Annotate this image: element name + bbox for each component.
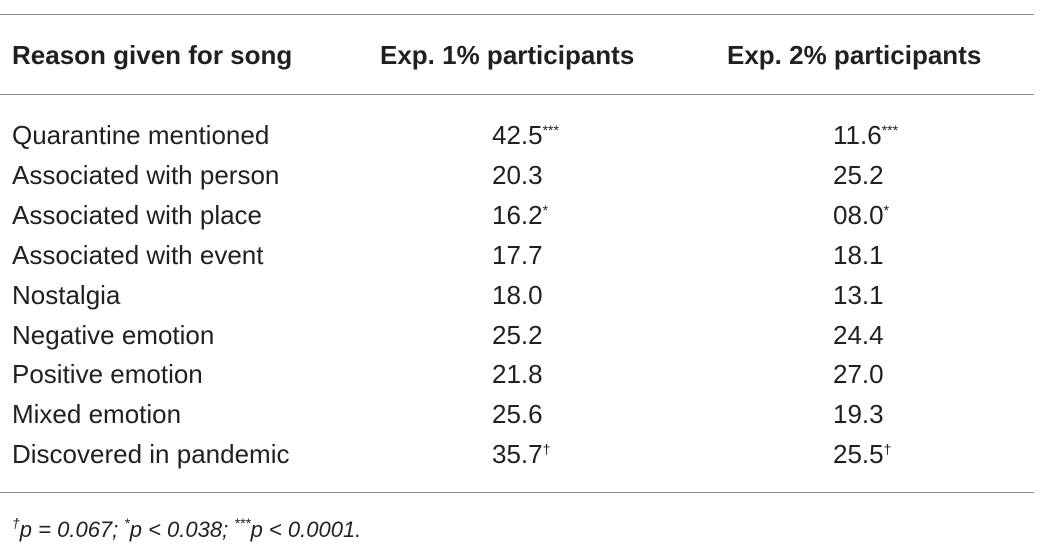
cell-text: 25.6 [492, 399, 543, 430]
footnote-part: †p = 0.067; [12, 515, 119, 542]
cell-text: 16.2 [492, 199, 543, 230]
cell-text: 25.2 [492, 319, 543, 350]
cell-text: Negative emotion [12, 319, 215, 350]
value-cell: 20.3 [492, 160, 543, 190]
bottom-rule [0, 492, 1034, 493]
value-cell: 25.2 [833, 160, 884, 190]
header-rule [0, 94, 1034, 95]
significance-mark: *** [881, 122, 899, 138]
value-cell: 19.3 [833, 399, 884, 429]
cell-text: Associated with person [12, 159, 280, 190]
footnote-part: *p < 0.038; [124, 515, 229, 542]
row-label: Associated with place [12, 200, 262, 230]
cell-text: Mixed emotion [12, 399, 182, 430]
cell-text: Nostalgia [12, 279, 121, 310]
significance-mark: *** [542, 122, 559, 138]
footnote-part: ***p < 0.0001. [234, 515, 362, 542]
row-label: Mixed emotion [12, 399, 181, 429]
cell-text: Associated with event [12, 239, 264, 270]
footnote-text: p = 0.067; [19, 517, 119, 542]
cell-text: 18.1 [833, 239, 884, 270]
row-label: Discovered in pandemic [12, 439, 289, 469]
cell-text: 19.3 [833, 399, 884, 430]
footnote: †p = 0.067; *p < 0.038; ***p < 0.0001. [12, 515, 367, 543]
cell-text: 20.3 [492, 159, 543, 190]
value-cell: 27.0 [833, 359, 884, 389]
header-cell: Exp. 1% participants [380, 40, 635, 70]
cell-text: Positive emotion [12, 359, 203, 390]
row-label: Nostalgia [12, 280, 120, 310]
row-label: Associated with event [12, 240, 263, 270]
value-cell: 17.7 [492, 240, 543, 270]
cell-text: Associated with place [12, 199, 263, 230]
footnote-symbol: † [12, 515, 20, 531]
significance-mark: † [883, 441, 892, 458]
row-label: Negative emotion [12, 320, 214, 350]
value-cell: 21.8 [492, 359, 543, 389]
row-label: Quarantine mentioned [12, 120, 269, 150]
value-cell: 13.1 [833, 280, 884, 310]
value-cell: 18.1 [833, 240, 884, 270]
footnote-text: p < 0.0001. [250, 517, 362, 542]
footnote-symbol: * [124, 515, 130, 531]
header-cell: Exp. 2% participants [727, 40, 982, 70]
header-cell: Reason given for song [12, 40, 293, 70]
cell-text: 42.5 [492, 120, 543, 150]
significance-mark: * [883, 201, 890, 218]
footnote-symbol: *** [234, 515, 251, 531]
footnote-text: p < 0.038; [129, 517, 229, 542]
cell-text: 35.7 [492, 439, 543, 470]
cell-text: 25.2 [833, 159, 884, 190]
value-cell: 35.7† [492, 439, 550, 469]
cell-text: 21.8 [492, 359, 543, 390]
value-cell: 24.4 [833, 320, 884, 350]
significance-mark: † [542, 441, 551, 458]
value-cell: 25.2 [492, 320, 543, 350]
cell-text: 17.7 [492, 239, 543, 270]
value-cell: 42.5*** [492, 120, 559, 150]
cell-text: 27.0 [833, 359, 884, 390]
cell-text: Quarantine mentioned [12, 120, 270, 150]
cell-text: Discovered in pandemic [12, 439, 290, 470]
value-cell: 11.6*** [833, 120, 898, 150]
cell-text: 13.1 [833, 279, 884, 310]
row-label: Positive emotion [12, 359, 203, 389]
row-label: Associated with person [12, 160, 279, 190]
value-cell: 08.0* [833, 200, 889, 230]
cell-text: 08.0 [833, 199, 884, 230]
value-cell: 16.2* [492, 200, 548, 230]
cell-text: 24.4 [833, 319, 884, 350]
significance-mark: * [542, 201, 549, 218]
value-cell: 25.6 [492, 399, 543, 429]
cell-text: 11.6 [833, 120, 882, 150]
value-cell: 25.5† [833, 439, 891, 469]
value-cell: 18.0 [492, 280, 543, 310]
cell-text: 25.5 [833, 439, 884, 470]
top-rule [0, 14, 1034, 15]
cell-text: 18.0 [492, 279, 543, 310]
